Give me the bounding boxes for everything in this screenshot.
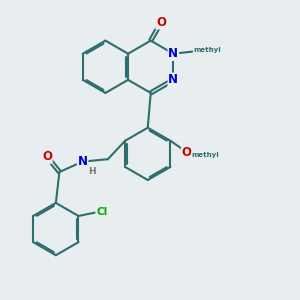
Text: N: N [168,74,178,86]
Text: methyl: methyl [194,47,221,53]
Text: N: N [168,47,178,60]
Text: N: N [78,155,88,168]
Text: O: O [182,146,192,159]
Text: methyl: methyl [191,152,219,158]
Text: H: H [88,167,95,176]
Text: Cl: Cl [96,207,107,218]
Text: O: O [42,150,52,163]
Text: O: O [156,16,166,29]
